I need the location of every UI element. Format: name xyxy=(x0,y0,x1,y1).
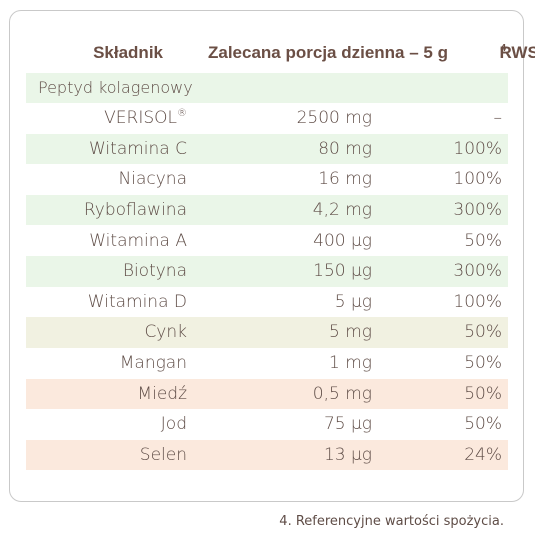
ingredient-name-text: Witamina A xyxy=(89,230,187,251)
rws-value: 300% xyxy=(453,261,502,282)
table-header: Składnik Zalecana porcja dzienna – 5 g R… xyxy=(10,43,535,69)
ingredient-name-text: Biotyna xyxy=(122,261,187,282)
table-row: Witamina D 5 µg 100% xyxy=(26,286,508,318)
daily-portion-value: 16 mg xyxy=(318,169,372,190)
ingredient-name-text: Peptyd kolagenowy xyxy=(38,77,193,97)
nutrition-table-card: Składnik Zalecana porcja dzienna – 5 g R… xyxy=(9,10,535,502)
table-row: Niacyna 16 mg 100% xyxy=(26,164,508,195)
ingredient-name: Witamina C xyxy=(89,139,187,159)
header-ingredient: Składnik xyxy=(93,43,163,62)
ingredient-name-text: Selen xyxy=(139,444,187,465)
rws-value: 24% xyxy=(464,444,502,465)
table-row: Jod 75 µg 50% xyxy=(26,409,508,440)
header-rws-label: RWS xyxy=(499,43,535,62)
rws-value: 50% xyxy=(464,383,502,404)
ingredient-name-text: VERISOL xyxy=(104,108,177,129)
rws-value: 100% xyxy=(453,169,502,190)
ingredient-name: VERISOL® xyxy=(104,108,187,128)
registered-mark: ® xyxy=(177,108,187,120)
rws-value: 50% xyxy=(464,230,502,251)
daily-portion-value: 4,2 mg xyxy=(312,199,372,220)
ingredient-name: Jod xyxy=(161,414,187,434)
ingredient-name-text: Jod xyxy=(160,414,187,435)
ingredient-name: Selen xyxy=(140,445,187,465)
table-row: Biotyna 150 µg 300% xyxy=(26,256,508,287)
table-row: Cynk 5 mg 50% xyxy=(26,317,508,348)
ingredient-name: Miedź xyxy=(137,384,187,404)
daily-portion-value: 0,5 mg xyxy=(312,383,372,404)
rws-value: 50% xyxy=(464,352,502,373)
table-row: Ryboflawina 4,2 mg 300% xyxy=(26,194,508,226)
ingredient-name-text: Witamina D xyxy=(87,291,187,312)
table-row: Miedź 0,5 mg 50% xyxy=(26,378,508,410)
table-row: Peptyd kolagenowy xyxy=(26,72,508,104)
daily-portion-value: 150 µg xyxy=(313,261,372,282)
daily-portion-value: 80 mg xyxy=(318,138,372,159)
daily-portion-value: 2500 mg xyxy=(296,108,372,129)
rws-value: 50% xyxy=(464,322,502,343)
rws-value: 100% xyxy=(453,138,502,159)
ingredient-name: Ryboflawina xyxy=(84,200,187,220)
table-row: VERISOL® 2500 mg – xyxy=(26,103,508,134)
table-row: Mangan 1 mg 50% xyxy=(26,347,508,379)
header-rws-footnote-mark: 4 xyxy=(500,43,506,54)
ingredient-name: Witamina D xyxy=(88,292,187,312)
footnote: 4. Referencyjne wartości spożycia. xyxy=(279,514,504,529)
table-row: Witamina C 80 mg 100% xyxy=(26,133,508,165)
ingredient-name-text: Witamina C xyxy=(89,138,187,159)
rws-value: 50% xyxy=(464,414,502,435)
daily-portion-value: 5 mg xyxy=(329,322,372,343)
ingredient-name-text: Mangan xyxy=(119,352,187,373)
header-portion: Zalecana porcja dzienna – 5 g xyxy=(208,43,448,62)
table-row: Witamina A 400 µg 50% xyxy=(26,225,508,257)
header-rws: RWS 4 xyxy=(499,43,535,63)
ingredient-name: Cynk xyxy=(144,322,187,342)
ingredient-name: Niacyna xyxy=(119,169,187,189)
rws-value: – xyxy=(493,108,503,129)
rws-value: 100% xyxy=(453,291,502,312)
ingredient-name-text: Ryboflawina xyxy=(83,199,187,220)
daily-portion-value: 400 µg xyxy=(313,230,372,251)
ingredient-name: Biotyna xyxy=(123,261,187,281)
ingredient-name-text: Niacyna xyxy=(118,169,187,190)
ingredient-name: Witamina A xyxy=(89,231,187,251)
daily-portion-value: 5 µg xyxy=(334,291,372,312)
ingredient-name-text: Cynk xyxy=(144,322,187,343)
ingredient-name: Peptyd kolagenowy xyxy=(38,78,193,97)
rws-value: 300% xyxy=(453,199,502,220)
table-row: Selen 13 µg 24% xyxy=(26,439,508,471)
daily-portion-value: 1 mg xyxy=(329,352,372,373)
ingredient-name: Mangan xyxy=(120,353,187,373)
daily-portion-value: 13 µg xyxy=(323,444,372,465)
daily-portion-value: 75 µg xyxy=(323,414,372,435)
ingredient-name-text: Miedź xyxy=(137,383,187,404)
